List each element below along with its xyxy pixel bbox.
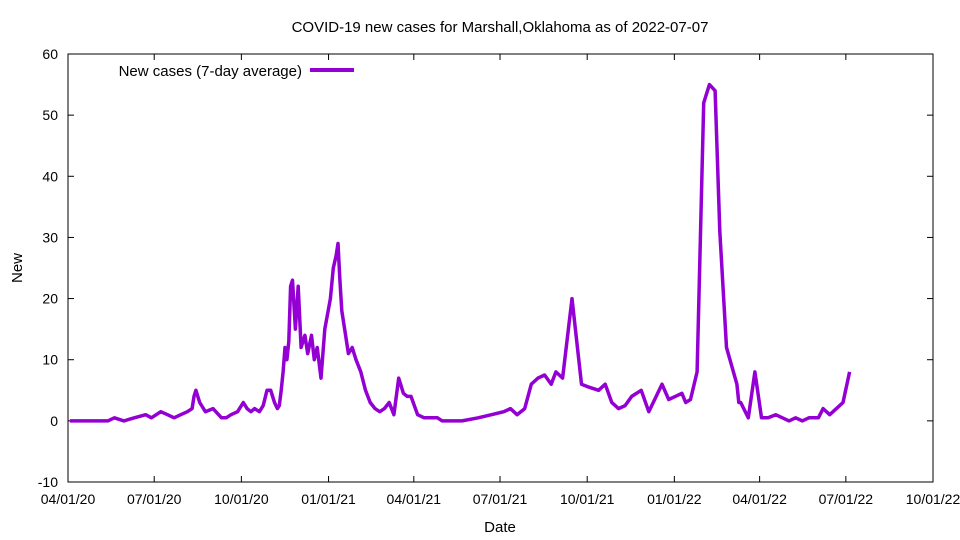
legend-label: New cases (7-day average) <box>119 63 302 80</box>
x-tick-label: 01/01/21 <box>301 491 356 507</box>
y-axis: -10 0 10 20 30 40 50 60 <box>38 46 933 490</box>
y-tick-label: 20 <box>42 291 58 307</box>
x-tick-label: 07/01/22 <box>819 491 874 507</box>
x-tick-label: 04/01/20 <box>41 491 96 507</box>
y-tick-label: 60 <box>42 46 58 62</box>
legend: New cases (7-day average) <box>119 63 354 80</box>
x-tick-label: 07/01/20 <box>127 491 182 507</box>
x-tick-label: 10/01/21 <box>560 491 615 507</box>
x-tick-label: 10/01/20 <box>214 491 269 507</box>
x-tick-label: 04/01/21 <box>387 491 442 507</box>
y-tick-label: 40 <box>42 168 58 184</box>
x-tick-label: 07/01/21 <box>473 491 528 507</box>
series-line-new-cases <box>69 82 852 423</box>
x-tick-label: 10/01/22 <box>906 491 960 507</box>
y-tick-label: 10 <box>42 352 58 368</box>
x-axis-title: Date <box>484 519 516 536</box>
plot-frame <box>67 53 934 483</box>
x-axis: 04/01/20 07/01/20 10/01/20 01/01/21 04/01/21… <box>41 54 960 507</box>
y-tick-label: 50 <box>42 107 58 123</box>
chart-title: COVID-19 new cases for Marshall,Oklahoma… <box>292 19 709 36</box>
x-tick-label: 04/01/22 <box>732 491 787 507</box>
y-tick-label: -10 <box>38 474 58 490</box>
y-tick-label: 30 <box>42 229 58 245</box>
y-axis-title: New <box>9 253 26 283</box>
y-tick-label: 0 <box>50 413 58 429</box>
x-tick-label: 01/01/22 <box>647 491 702 507</box>
